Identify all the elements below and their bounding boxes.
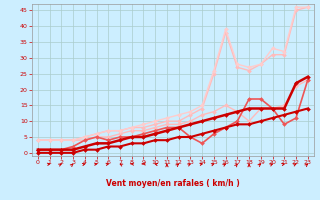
X-axis label: Vent moyen/en rafales ( km/h ): Vent moyen/en rafales ( km/h ) <box>106 179 240 188</box>
